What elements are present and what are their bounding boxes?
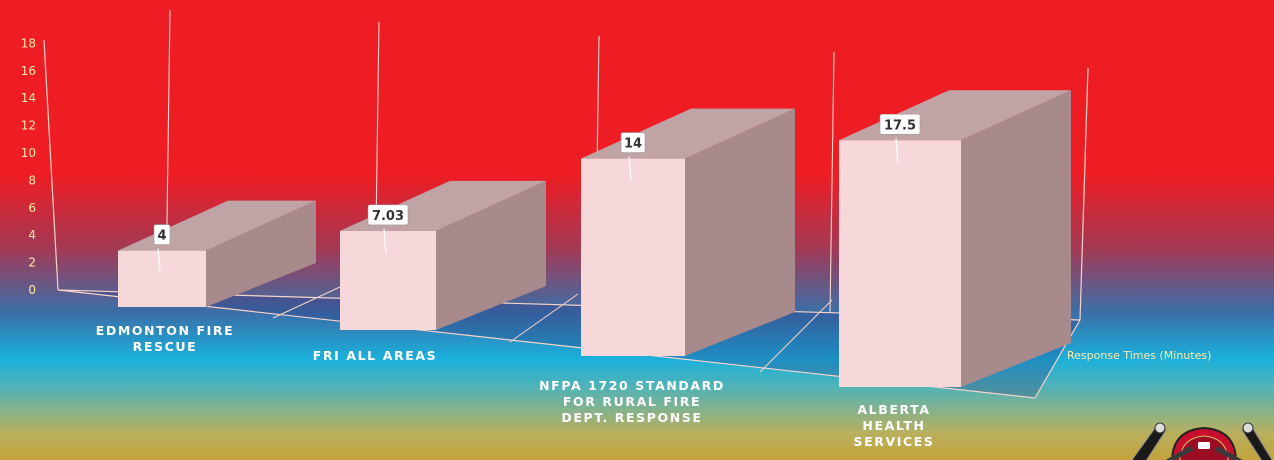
- category-label-line: RESCUE: [133, 339, 198, 354]
- data-label: 7.03: [372, 209, 404, 224]
- data-label: 17.5: [884, 118, 916, 133]
- category-label-line: EDMONTON FIRE: [96, 323, 235, 338]
- y-tick-label: 0: [28, 283, 36, 297]
- bar-side-face: [436, 180, 546, 330]
- y-axis-ticks: 0 2 4 6 8 10 12 14 16 18: [21, 36, 36, 297]
- floor-plane: [58, 290, 1080, 398]
- y-tick-label: 10: [21, 146, 36, 160]
- y-tick-label: 14: [21, 91, 36, 105]
- fire-department-crest-icon: [1131, 422, 1273, 460]
- category-label-line: SERVICES: [853, 434, 934, 449]
- data-label-leader: [383, 228, 387, 253]
- bar-front-face: [581, 158, 685, 356]
- data-label: 14: [624, 137, 642, 152]
- bar-2: 7.03: [340, 180, 546, 330]
- y-tick-label: 6: [28, 201, 36, 215]
- data-label-box: [879, 113, 921, 135]
- category-label-line: FOR RURAL FIRE: [563, 394, 701, 409]
- y-tick-label: 18: [21, 36, 36, 50]
- y-tick-label: 12: [21, 119, 36, 133]
- bar-side-face: [961, 90, 1071, 387]
- bar-front-face: [839, 140, 961, 387]
- y-tick-label: 2: [28, 256, 36, 270]
- data-label: 4: [157, 229, 166, 244]
- category-label: EDMONTON FIRE RESCUE: [96, 323, 235, 354]
- chart-floor: [58, 290, 1080, 398]
- category-label-line: HEALTH: [862, 418, 925, 433]
- data-label-leader: [157, 248, 161, 273]
- bar-4: 17.5: [839, 90, 1071, 387]
- y-axis-line: [43, 39, 59, 291]
- category-labels: EDMONTON FIRE RESCUE FRI ALL AREAS NFPA 172…: [96, 323, 934, 449]
- floor-divider: [272, 286, 341, 319]
- category-label-line: FRI ALL AREAS: [313, 348, 437, 363]
- data-label-leader: [628, 156, 632, 181]
- y-tick-label: 8: [28, 173, 36, 187]
- category-label: ALBERTA HEALTH SERVICES: [853, 402, 934, 449]
- y-tick-label: 16: [21, 64, 36, 78]
- bar-front-face: [340, 230, 436, 330]
- floor-divider: [759, 299, 833, 373]
- bar-front-face: [118, 250, 206, 307]
- back-wall-divider: [829, 51, 835, 313]
- bar-3: 14: [581, 108, 795, 356]
- y-tick-label: 4: [28, 228, 36, 242]
- data-label-leader: [895, 138, 899, 163]
- series-axis-label: Response Times (Minutes): [1067, 349, 1211, 362]
- data-label-box: [367, 204, 409, 226]
- back-right-wall-line: [1079, 67, 1089, 321]
- floor-divider: [509, 293, 579, 343]
- category-label-line: NFPA 1720 STANDARD: [539, 378, 725, 393]
- floor-right-line: [1034, 319, 1081, 399]
- bar-side-face: [685, 108, 795, 356]
- category-label-line: ALBERTA: [857, 402, 930, 417]
- data-label-box: [153, 224, 171, 245]
- category-label: FRI ALL AREAS: [313, 348, 437, 363]
- data-label-box: [620, 132, 646, 153]
- category-label: NFPA 1720 STANDARD FOR RURAL FIRE DEPT. RE…: [539, 378, 725, 425]
- bar-side-face: [206, 200, 316, 307]
- bar-1: 4: [118, 200, 316, 307]
- bars: 4 7.03 14 17.5: [118, 90, 1071, 387]
- category-label-line: DEPT. RESPONSE: [561, 410, 702, 425]
